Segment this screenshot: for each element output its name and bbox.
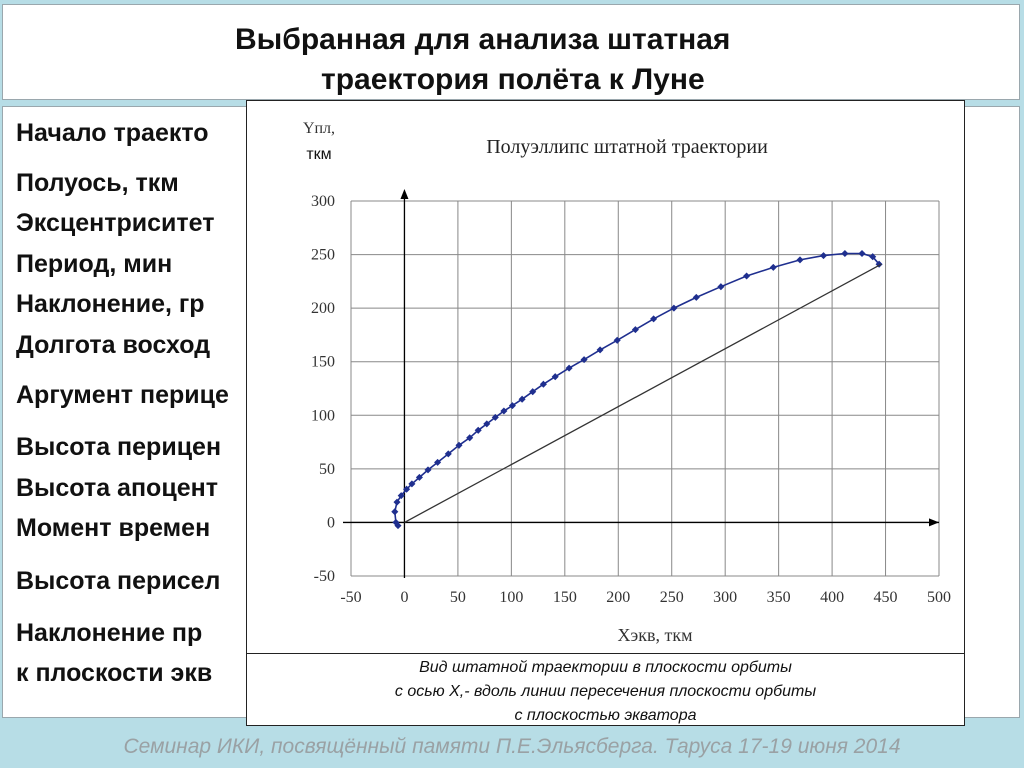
x-tick-label: 400 [820, 589, 844, 606]
trajectory-point [613, 336, 621, 344]
trajectory-point [508, 402, 516, 410]
chord-line [404, 263, 882, 523]
trajectory-point [650, 315, 658, 323]
param-plane-inclination: Наклонение пр [16, 619, 203, 647]
trajectory-point [796, 256, 804, 264]
param-inclination: Наклонение, гр [16, 290, 205, 318]
param-semi-axis: Полуось, ткм [16, 169, 179, 197]
trajectory-point [692, 293, 700, 301]
x-tick-label: -50 [340, 589, 361, 606]
trajectory-point [858, 249, 866, 258]
trajectory-point [717, 283, 725, 291]
param-ascending-node-longitude: Долгота восход [16, 331, 211, 359]
chart-axes [343, 189, 939, 578]
y-tick-label: -50 [314, 568, 335, 585]
trajectory-point [518, 395, 526, 403]
trajectory-point [580, 356, 588, 364]
trajectory-point [424, 466, 432, 474]
trajectory-point [529, 388, 537, 396]
y-tick-label: 50 [319, 461, 335, 478]
chart-panel: -50 0 50 100 150 200 250 300 350 400 450 500 -50 0 50 1… [246, 100, 965, 726]
chart-caption: Вид штатной траектории в плоскости орбит… [247, 653, 964, 725]
x-tick-label: 200 [606, 589, 630, 606]
param-trajectory-start: Начало траекто [16, 119, 209, 147]
caption-line-3: с плоскостью экватора [514, 707, 697, 724]
param-equator-plane: к плоскости экв [16, 659, 213, 687]
y-axis-unit-label: ткм [306, 146, 331, 163]
y-tick-label: 150 [311, 354, 335, 371]
param-pericenter-argument: Аргумент перицe [16, 381, 229, 409]
chart-grid [350, 200, 940, 577]
x-axis-arrow [929, 518, 939, 527]
param-time-moment: Момент времен [16, 514, 211, 542]
trajectory-point [397, 492, 405, 500]
trajectory-point [596, 346, 604, 354]
y-axis-arrow [400, 189, 409, 199]
trajectory-point [408, 480, 416, 488]
caption-line-1: Вид штатной траектории в плоскости орбит… [419, 659, 792, 676]
trajectory-point [415, 473, 423, 481]
x-tick-label: 0 [400, 589, 408, 606]
param-pericenter-height: Высота перицен [16, 433, 222, 461]
param-eccentricity: Эксцентриситет [16, 209, 215, 237]
trajectory-point [565, 364, 573, 372]
trajectory-point [819, 252, 828, 260]
y-tick-label: 250 [311, 247, 335, 264]
trajectory-point [500, 407, 508, 415]
trajectory-point [444, 450, 452, 458]
y-tick-label: 0 [327, 514, 335, 531]
x-axis-label: Xэкв, ткм [618, 625, 693, 645]
x-tick-label: 50 [450, 589, 466, 606]
trajectory-point [841, 249, 849, 258]
trajectory-point [466, 434, 474, 442]
trajectory-point [474, 426, 482, 434]
trajectory-point [869, 253, 877, 261]
y-tick-label: 300 [311, 193, 335, 210]
x-tick-label: 500 [927, 589, 951, 606]
chart-tick-labels: -50 0 50 100 150 200 250 300 350 400 450 500 -50 0 50 1… [311, 193, 951, 606]
x-tick-label: 100 [499, 589, 523, 606]
chart-title: Полуэллипс штатной траектории [486, 136, 768, 158]
title-box: Выбранная для анализа штатная траектория… [2, 4, 1020, 100]
param-period: Период, мин [16, 250, 173, 278]
slide-title-line2: траектория полёта к Луне [321, 63, 705, 96]
slide-title-line1: Выбранная для анализа штатная [235, 23, 731, 56]
trajectory-point [631, 326, 639, 334]
x-tick-label: 450 [874, 589, 898, 606]
y-tick-label: 100 [311, 407, 335, 424]
x-tick-label: 300 [713, 589, 737, 606]
x-tick-label: 150 [553, 589, 577, 606]
trajectory-point [483, 420, 491, 428]
x-tick-label: 250 [660, 589, 684, 606]
caption-line-2: с осью X,- вдоль линии пересечения плоск… [394, 683, 817, 700]
trajectory-point [391, 508, 399, 516]
x-tick-label: 350 [767, 589, 791, 606]
trajectory-point [393, 498, 401, 506]
trajectory-point [539, 380, 547, 388]
y-tick-label: 200 [311, 300, 335, 317]
trajectory-point [491, 413, 499, 421]
trajectory-point [434, 458, 442, 466]
param-apocenter-height: Высота апоцент [16, 474, 218, 502]
trajectory-point [551, 373, 559, 381]
footer: Семинар ИКИ, посвящённый памяти П.Е.Элья… [123, 735, 901, 758]
trajectory-point [403, 485, 411, 493]
y-axis-label: Yпл, [303, 120, 335, 137]
param-periselene-height: Высота перисел [16, 567, 221, 595]
trajectory-chart: -50 0 50 100 150 200 250 300 350 400 450 500 -50 0 50 1… [303, 120, 951, 645]
trajectory-point [743, 272, 751, 280]
trajectory-line [393, 252, 880, 527]
chart-series [391, 249, 883, 530]
trajectory-point [769, 263, 777, 271]
trajectory-point [455, 441, 463, 449]
